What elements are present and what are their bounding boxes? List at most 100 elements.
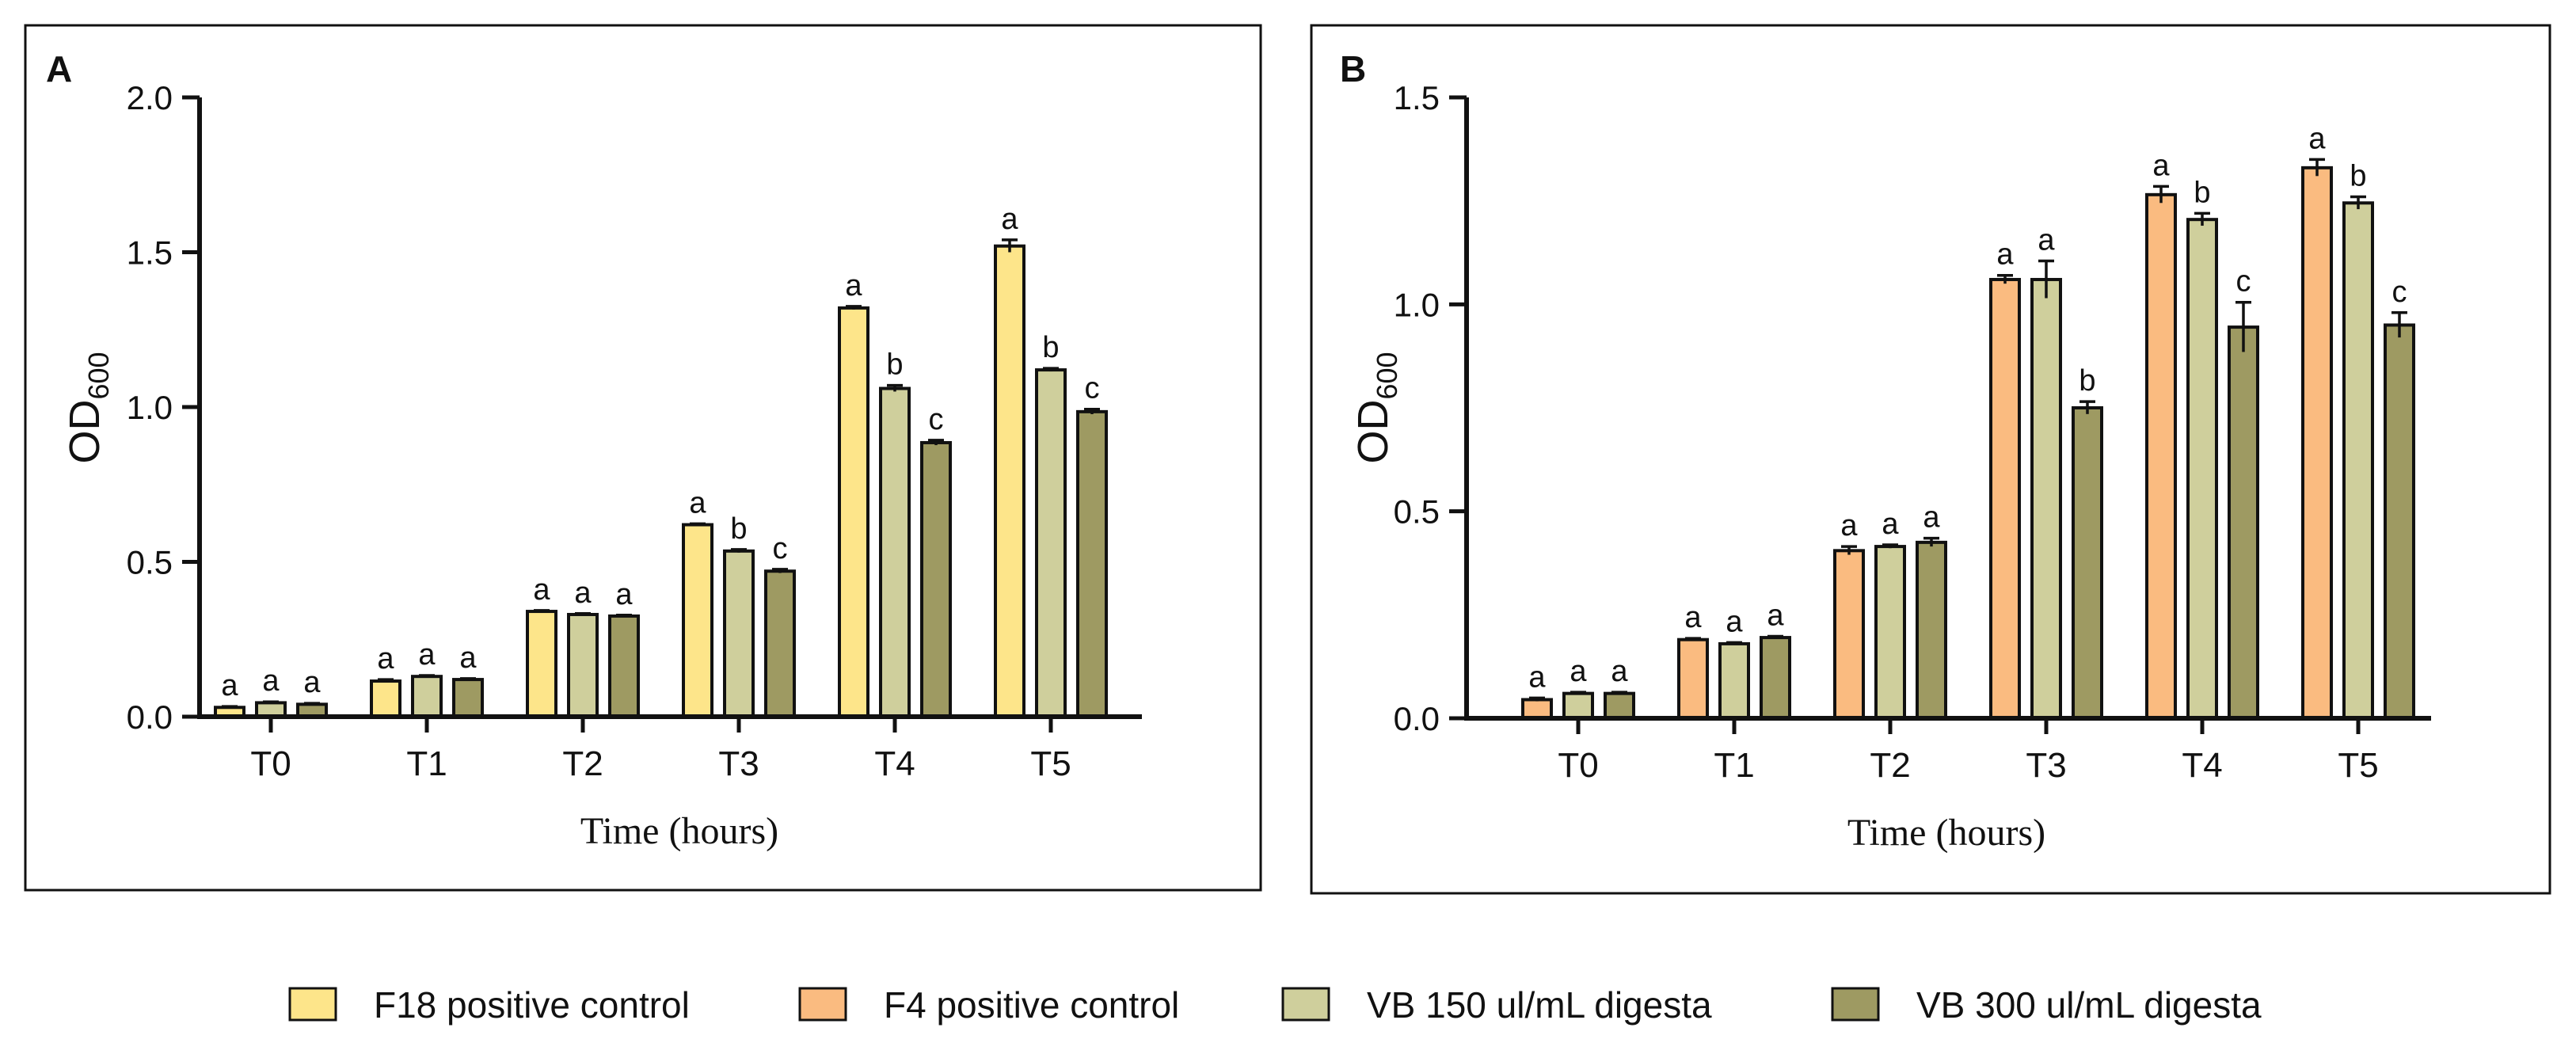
legend-label-vb150: VB 150 ul/mL digesta	[1367, 984, 1712, 1026]
significance-letter: a	[1528, 660, 1546, 694]
bar-f18-positive-control-t2	[526, 610, 557, 718]
bar-vb-150-ul-ml-digesta-t1	[1718, 641, 1750, 720]
bar-f18-positive-control-t5	[994, 244, 1025, 718]
bar-vb-150-ul-ml-digesta-t3	[723, 549, 755, 718]
x-tick-label-t3: T3	[2026, 746, 2066, 785]
y-tick-label: 0.0	[1394, 700, 1440, 737]
y-axis-title-subscript: 600	[1371, 352, 1403, 399]
bar-vb-150-ul-ml-digesta-t0	[1562, 691, 1594, 721]
x-tick-label-t3: T3	[718, 744, 759, 783]
legend-swatch-vb150	[1281, 987, 1330, 1022]
significance-letter: a	[689, 486, 706, 519]
significance-letter: a	[262, 664, 280, 698]
legend-swatch-f18	[288, 987, 337, 1022]
bar-vb-150-ul-ml-digesta-t4	[2186, 218, 2218, 721]
panel-b-frame	[1310, 24, 2551, 895]
x-tick-label-t5: T5	[1030, 744, 1071, 783]
significance-letter: c	[2392, 276, 2407, 309]
panel-a-frame	[24, 24, 1262, 892]
y-tick-label: 1.5	[1394, 79, 1440, 116]
significance-letter: a	[2038, 223, 2055, 257]
bar-vb-150-ul-ml-digesta-t4	[879, 386, 911, 718]
significance-letter: b	[1042, 331, 1059, 364]
y-axis-title-main: OD	[1349, 400, 1397, 464]
y-tick-label: 1.0	[127, 389, 173, 426]
bar-f4-positive-control-t3	[1989, 277, 2021, 720]
significance-letter: c	[2236, 265, 2251, 299]
x-tick-label-t1: T1	[1714, 746, 1754, 785]
bar-vb-300-ul-ml-digesta-t1	[452, 678, 484, 719]
significance-letter: a	[221, 669, 238, 702]
x-tick-label-t0: T0	[250, 744, 291, 783]
y-tick-label: 1.0	[1394, 286, 1440, 323]
legend-label-f18: F18 positive control	[374, 984, 690, 1026]
y-tick-label: 0.5	[127, 544, 173, 581]
y-tick-label: 0.0	[127, 698, 173, 736]
bar-f4-positive-control-t2	[1833, 549, 1865, 720]
significance-letter: a	[1684, 601, 1702, 634]
bar-f4-positive-control-t5	[2301, 166, 2333, 720]
bar-vb-300-ul-ml-digesta-t4	[2228, 325, 2259, 720]
significance-letter: c	[1085, 372, 1100, 405]
x-axis-title: Time (hours)	[580, 810, 778, 852]
x-tick-label-t2: T2	[1870, 746, 1910, 785]
x-axis-title: Time (hours)	[1847, 812, 2045, 854]
legend-item-vb150[interactable]: VB 150 ul/mL digesta	[1281, 984, 1712, 1026]
x-tick-label-t0: T0	[1558, 746, 1598, 785]
bar-f18-positive-control-t1	[370, 679, 401, 718]
significance-letter: a	[2152, 149, 2170, 182]
significance-letter: a	[303, 666, 321, 699]
significance-letter: a	[533, 573, 550, 607]
significance-letter: b	[886, 348, 903, 382]
panel-a-letter: A	[46, 48, 72, 89]
bar-vb-300-ul-ml-digesta-t1	[1760, 636, 1791, 721]
bar-vb-300-ul-ml-digesta-t3	[2072, 406, 2103, 720]
significance-letter: a	[1882, 508, 1899, 541]
bar-vb-300-ul-ml-digesta-t3	[764, 569, 796, 718]
significance-letter: a	[1611, 655, 1628, 688]
y-tick-label: 0.5	[1394, 493, 1440, 531]
y-axis-title: OD600	[61, 352, 115, 463]
bar-vb-300-ul-ml-digesta-t5	[1076, 409, 1108, 718]
bar-f4-positive-control-t1	[1677, 637, 1709, 721]
bar-vb-150-ul-ml-digesta-t2	[1874, 545, 1906, 720]
legend-item-f18[interactable]: F18 positive control	[288, 984, 690, 1026]
significance-letter: c	[773, 532, 788, 565]
significance-letter: a	[1840, 509, 1858, 542]
bar-vb-300-ul-ml-digesta-t2	[1916, 540, 1947, 720]
bar-vb-300-ul-ml-digesta-t4	[920, 440, 952, 719]
significance-letter: b	[2350, 159, 2366, 192]
bar-f4-positive-control-t4	[2145, 192, 2177, 720]
legend-item-vb300[interactable]: VB 300 ul/mL digesta	[1831, 984, 2262, 1026]
significance-letter: a	[1726, 605, 1743, 638]
significance-letter: a	[2308, 122, 2326, 155]
significance-letter: a	[574, 577, 592, 610]
significance-letter: a	[615, 578, 633, 611]
y-tick-label: 1.5	[127, 234, 173, 272]
y-axis-title-subscript: 600	[82, 352, 115, 399]
significance-letter: a	[418, 638, 436, 672]
y-axis-title-main: OD	[61, 400, 108, 464]
significance-letter: a	[1996, 238, 2014, 272]
significance-letter: a	[459, 641, 477, 675]
y-axis-title: OD600	[1349, 352, 1403, 463]
significance-letter: a	[1001, 203, 1018, 236]
legend-item-f4[interactable]: F4 positive control	[798, 984, 1179, 1026]
legend-label-vb300: VB 300 ul/mL digesta	[1916, 984, 2262, 1026]
y-tick-label: 2.0	[127, 79, 173, 116]
legend: F18 positive control F4 positive control…	[288, 984, 2262, 1026]
bar-f4-positive-control-t0	[1521, 698, 1553, 720]
significance-letter: a	[845, 269, 862, 303]
bar-vb-150-ul-ml-digesta-t2	[567, 612, 599, 718]
bar-vb-300-ul-ml-digesta-t5	[2384, 323, 2415, 720]
bar-f18-positive-control-t4	[838, 306, 869, 718]
bar-vb-150-ul-ml-digesta-t3	[2030, 277, 2062, 720]
bar-vb-300-ul-ml-digesta-t2	[608, 614, 640, 718]
x-tick-label-t1: T1	[406, 744, 447, 783]
legend-swatch-f4	[798, 987, 847, 1022]
